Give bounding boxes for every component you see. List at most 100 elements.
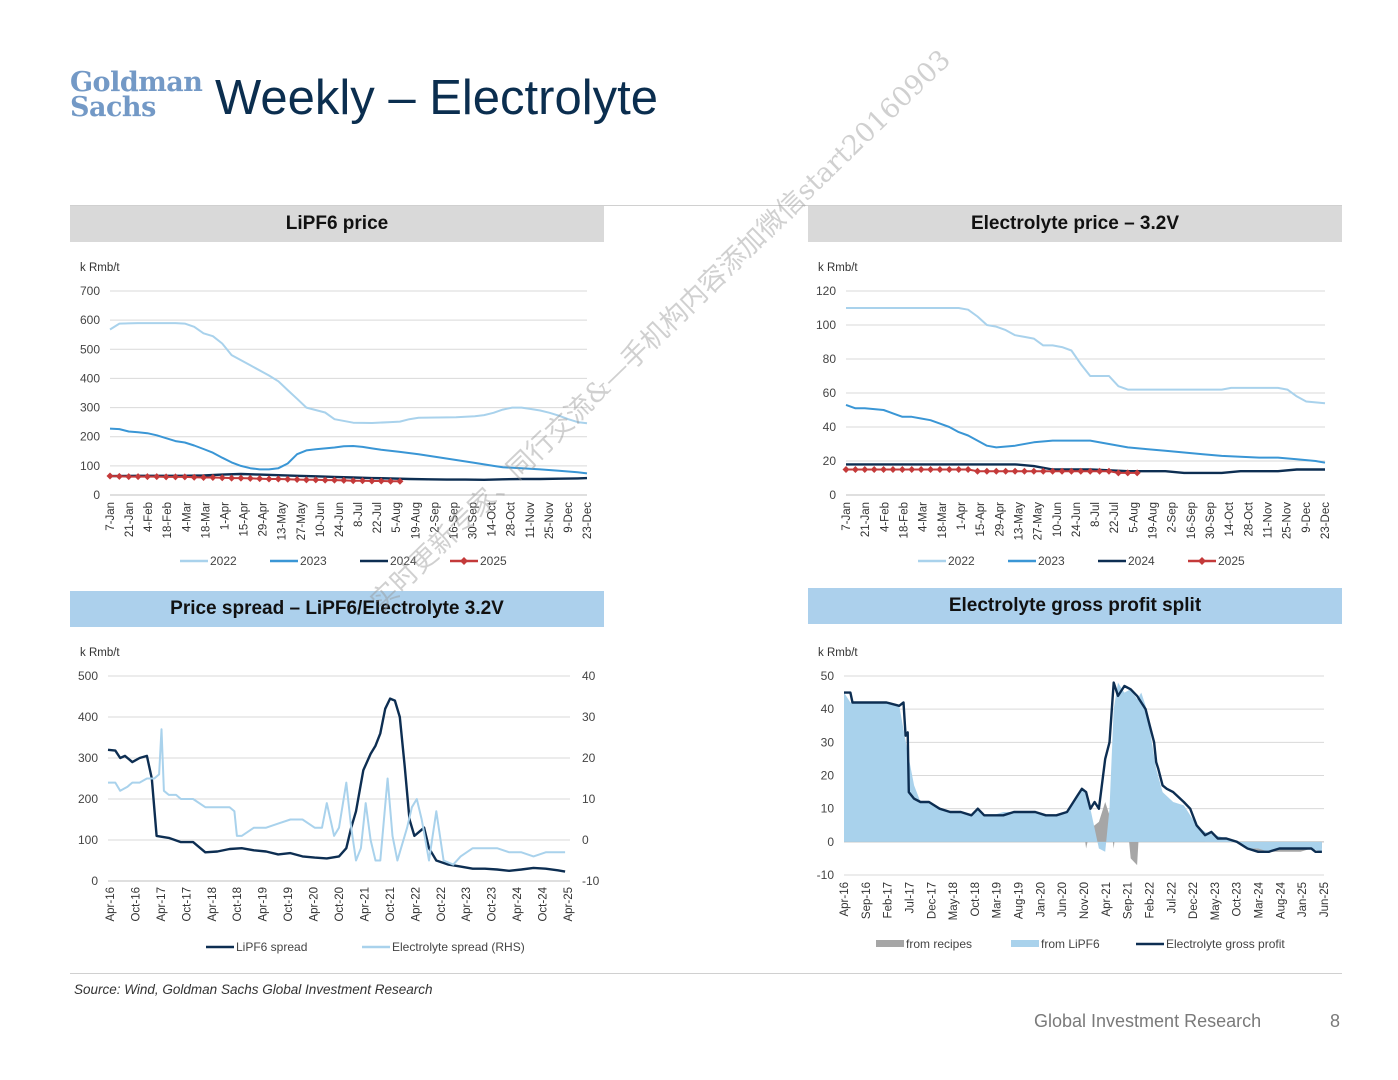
series-marker [1086,467,1094,475]
x-tick-label: 7-Jan [841,502,853,531]
legend-swatch [1011,940,1039,947]
x-tick-label: Dec-22 [1188,882,1200,919]
y-tick-label: 300 [78,751,98,765]
x-tick-label: 4-Feb [143,502,155,532]
y-tick-label: -10 [817,868,835,882]
legend-label: LiPF6 spread [236,940,307,954]
y-tick-label: 500 [78,669,98,683]
x-tick-label: Oct-24 [538,886,550,921]
series-marker [945,466,953,473]
legend-label: Electrolyte gross profit [1166,937,1285,951]
x-tick-label: 11-Nov [1263,502,1275,538]
series-marker [1096,467,1104,475]
y-tick-label: 30 [821,735,835,749]
series-marker [228,474,236,482]
x-tick-label: 18-Mar [200,502,212,539]
legend-marker [1198,557,1206,565]
series-marker [162,473,170,481]
x-tick-label: 24-Jun [1071,502,1083,537]
series-line-electrolyte-gross-profit [844,681,1322,853]
series-marker [349,477,357,485]
x-tick-label: Dec-17 [926,882,938,919]
x-tick-label: Mar-24 [1254,881,1266,918]
x-tick-label: 23-Dec [1320,502,1332,539]
legend-label: Electrolyte spread (RHS) [392,940,525,954]
y-tick-label: 300 [80,401,100,415]
x-tick-label: Oct-18 [232,887,244,922]
y-tick-label: 0 [829,488,836,502]
series-marker [153,473,161,481]
y-tick-label: 500 [80,342,100,356]
panel-gross-profit: Electrolyte gross profit split k Rmb/t -1… [808,588,1342,968]
series-marker [964,466,972,473]
chart-electrolyte-price: k Rmb/t 0 20 40 60 80 100 120 7-Jan 21-Jan 4-Feb 18… [816,262,1332,568]
series-marker [321,476,329,484]
x-tick-label: 25-Nov [544,502,556,539]
legend-label: 2024 [1128,554,1155,568]
x-tick-label: Apr-17 [156,887,168,922]
x-tick-label: Apr-21 [1101,882,1113,917]
logo-line2: Sachs [70,92,156,123]
series-marker [1011,467,1019,475]
legend-label: 2023 [1038,554,1065,568]
y-tick-label: 20 [821,769,835,783]
x-tick-label: 13-May [1013,502,1025,541]
y-tick-label: 20 [823,454,837,468]
series-marker [256,475,264,483]
x-tick-label: 25-Nov [1282,502,1294,539]
panel-electrolyte: Electrolyte price – 3.2V k Rmb/t 0 20 40 60 8… [808,206,1342,586]
x-tick-label: Jul-22 [1166,882,1178,913]
logo-line1: Goldman [70,67,203,98]
legend-swatch [876,940,904,947]
series-line-2023 [109,427,588,475]
divider-bottom [70,973,1342,974]
x-tick-label: 27-May [296,502,308,541]
x-tick-label: 2-Sep [429,502,441,533]
x-tick-label: 13-May [277,502,289,541]
panel-spread: Price spread – LiPF6/Electrolyte 3.2V k … [70,591,604,971]
series-marker [1002,467,1010,475]
x-tick-label: 21-Jan [124,502,136,537]
series-line-2022 [846,307,1326,405]
x-tick-label: Mar-19 [992,882,1004,918]
x-tick-label: 8-Jul [1090,502,1102,527]
series-marker [908,466,916,473]
x-tick-label: 22-Jul [1109,502,1121,533]
legend-label: 2022 [210,554,237,568]
x-tick-label: Apr-21 [359,887,371,922]
axis-unit-label: k Rmb/t [818,647,858,659]
series-area-from-lipf6 [844,682,1322,852]
y2-tick-label: 40 [582,669,596,683]
x-tick-label: 7-Jan [105,502,117,531]
y2-tick-label: -10 [582,874,600,888]
series-marker [973,467,981,475]
x-tick-label: May-23 [1210,882,1222,920]
series-line-2022 [109,322,588,425]
y-tick-label: 0 [93,488,100,502]
series-marker [171,473,179,481]
y2-tick-label: 30 [582,710,596,724]
y-tick-label: 600 [80,313,100,327]
series-marker [359,477,367,485]
x-tick-label: Jun-25 [1319,882,1331,917]
page-number: 8 [1330,1011,1341,1031]
x-tick-label: Apr-23 [461,887,473,922]
footer-brand: Global Investment Research [1034,1011,1262,1031]
x-tick-label: 16-Sep [448,502,460,539]
series-marker [274,475,282,483]
x-tick-label: 11-Nov [525,502,537,538]
x-tick-label: 1-Apr [219,502,231,530]
legend-label: 2023 [300,554,327,568]
x-tick-label: 22-Jul [372,502,384,533]
x-tick-label: 4-Feb [879,502,891,532]
y-tick-label: 0 [827,835,834,849]
series-marker [302,476,310,484]
x-tick-label: Oct-20 [334,887,346,922]
x-tick-label: Nov-20 [1079,882,1091,919]
y-tick-label: 10 [821,802,835,816]
x-tick-label: Apr-18 [207,887,219,922]
series-marker [125,473,133,481]
x-tick-label: Sep-21 [1123,882,1135,919]
x-tick-label: Feb-22 [1144,882,1156,918]
x-tick-label: 8-Jul [353,502,365,527]
